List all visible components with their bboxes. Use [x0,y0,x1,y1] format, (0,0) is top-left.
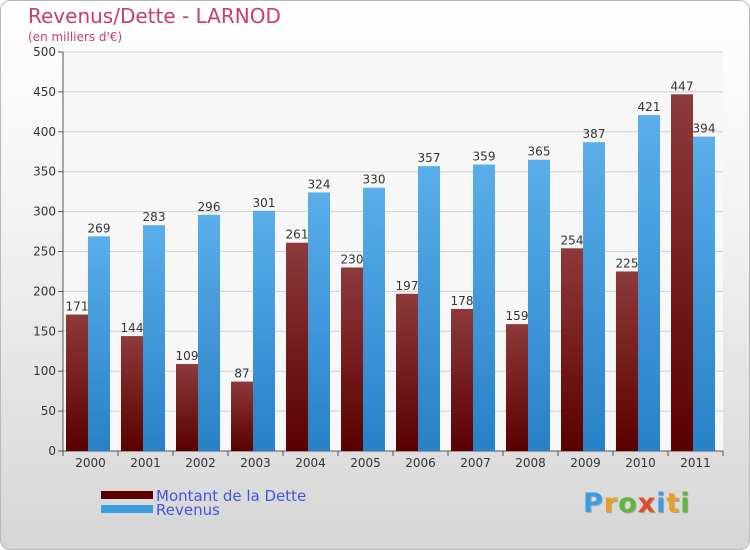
bar-dette [121,336,143,451]
data-label-dette: 178 [451,294,474,308]
data-label-dette: 109 [176,349,199,363]
data-label-revenus: 387 [583,127,606,141]
logo-letter: r [603,488,619,519]
bar-dette [286,242,308,451]
legend-swatch-revenus [101,505,153,513]
bar-dette [66,314,88,451]
bar-revenus [198,214,220,451]
y-tick-label: 250 [33,245,56,259]
x-tick-label: 2009 [570,456,601,470]
y-tick-label: 150 [33,324,56,338]
bar-revenus [583,142,605,451]
bar-dette [506,324,528,451]
data-label-dette: 254 [561,233,584,247]
y-tick-label: 450 [33,85,56,99]
x-tick-label: 2010 [625,456,656,470]
y-tick-label: 200 [33,284,56,298]
y-tick-label: 400 [33,125,56,139]
data-label-dette: 261 [286,228,309,242]
proxiti-logo: Proxiti [583,488,691,519]
bar-revenus [418,166,440,451]
legend-label-revenus: Revenus [156,501,220,519]
bar-revenus [473,164,495,451]
data-label-dette: 87 [234,367,249,381]
legend-label-debt: Montant de la Dette [156,487,307,505]
bar-revenus [363,187,385,451]
bar-revenus [143,225,165,451]
bar-dette [671,94,693,451]
data-label-revenus: 357 [418,151,441,165]
data-label-dette: 197 [396,279,419,293]
bar-revenus [253,210,275,451]
data-label-revenus: 359 [473,150,496,164]
bar-dette [616,271,638,451]
bar-dette [231,381,253,451]
x-tick-label: 2011 [680,456,711,470]
data-label-revenus: 330 [363,173,386,187]
bar-dette [341,267,363,451]
data-label-revenus: 283 [143,210,166,224]
data-label-revenus: 269 [88,221,111,235]
data-label-dette: 159 [506,309,529,323]
bar-revenus [528,159,550,452]
x-tick-label: 2000 [75,456,106,470]
x-tick-label: 2006 [405,456,436,470]
data-label-dette: 171 [66,300,89,314]
x-tick-label: 2002 [185,456,216,470]
y-tick-label: 100 [33,364,56,378]
data-label-revenus: 296 [198,200,221,214]
x-tick-label: 2007 [460,456,491,470]
bar-revenus [638,115,660,452]
data-label-dette: 225 [616,256,639,270]
logo-letter: i [656,488,667,519]
y-tick-label: 0 [48,444,56,458]
data-label-revenus: 421 [638,100,661,114]
bar-dette [396,293,418,451]
legend-swatch-debt [101,491,153,499]
bar-dette [451,308,473,451]
data-label-revenus: 365 [528,145,551,159]
data-label-dette: 144 [121,321,144,335]
data-label-revenus: 394 [693,122,716,136]
x-tick-label: 2001 [130,456,161,470]
data-label-dette: 447 [671,79,694,93]
y-tick-label: 300 [33,205,56,219]
bar-revenus [693,136,715,451]
logo-letter: o [618,488,638,519]
logo-letter: x [637,488,657,519]
logo-letter: i [680,488,691,519]
bar-dette [176,364,198,451]
logo-letter: P [583,488,604,519]
x-tick-label: 2008 [515,456,546,470]
y-tick-label: 350 [33,165,56,179]
bar-revenus [88,236,110,451]
chart-subtitle: (en milliers d'€) [28,30,123,44]
bar-dette [561,248,583,451]
y-tick-label: 50 [41,404,56,418]
x-tick-label: 2003 [240,456,271,470]
data-label-revenus: 301 [253,196,276,210]
x-tick-label: 2005 [350,456,381,470]
chart-title: Revenus/Dette - LARNOD [28,4,281,28]
x-tick-label: 2004 [295,456,326,470]
bar-revenus [308,192,330,451]
data-label-dette: 230 [341,252,364,266]
data-label-revenus: 324 [308,177,331,191]
y-tick-label: 500 [33,45,56,59]
logo-letter: t [666,488,681,519]
